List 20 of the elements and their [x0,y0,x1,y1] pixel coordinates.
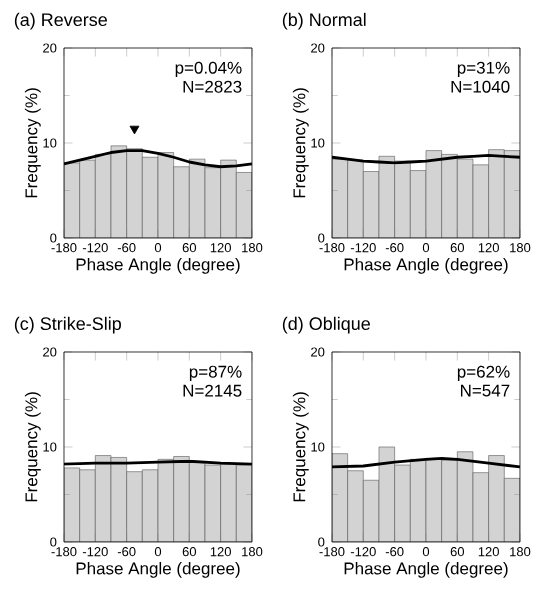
annotation: N=1040 [451,80,510,93]
x-axis-title: Phase Angle (degree) [76,257,240,274]
annotation: p=87% [189,365,242,382]
annotation: N=547 [460,384,510,397]
chart-title: (c) Strike-Slip [14,316,121,334]
chart-title: (d) Oblique [282,316,370,334]
annotation: p=31% [457,61,510,78]
annotation: N=2145 [183,384,242,397]
x-axis-title: Phase Angle (degree) [76,561,240,578]
y-axis-title: Frequency (%) [292,88,309,198]
annotation: N=2823 [183,80,242,93]
annotation: p=62% [457,365,510,382]
y-axis-title: Frequency (%) [24,392,41,502]
x-axis-title: Phase Angle (degree) [344,257,508,274]
y-axis-title: Frequency (%) [24,88,41,198]
chart-title: (b) Normal [282,12,366,30]
y-axis-title: Frequency (%) [292,392,309,502]
chart-title: (a) Reverse [14,12,107,30]
x-axis-title: Phase Angle (degree) [344,561,508,578]
annotation: p=0.04% [175,61,242,78]
